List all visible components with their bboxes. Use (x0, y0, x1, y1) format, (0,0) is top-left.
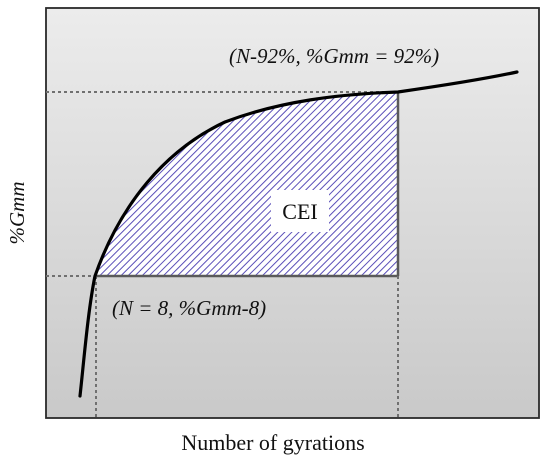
cei-label: CEI (282, 199, 317, 224)
x-axis-label: Number of gyrations (181, 430, 364, 455)
compaction-curve (78, 70, 519, 398)
lower-point-label: (N = 8, %Gmm-8) (112, 296, 266, 320)
upper-point-label: (N-92%, %Gmm = 92%) (229, 44, 439, 68)
y-axis-label: %Gmm (5, 182, 29, 245)
cei-label-box (271, 190, 329, 232)
